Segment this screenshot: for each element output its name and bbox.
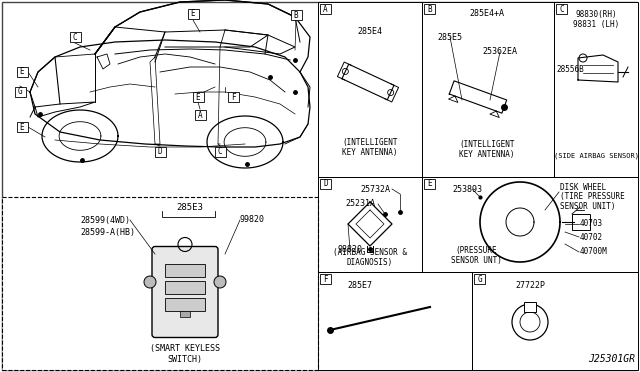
Circle shape xyxy=(214,276,226,288)
Bar xyxy=(165,298,205,311)
Text: C: C xyxy=(559,4,564,13)
Bar xyxy=(318,272,472,370)
Bar xyxy=(524,302,536,312)
Bar xyxy=(154,147,166,157)
Text: 25231A: 25231A xyxy=(345,199,375,208)
Text: 98820: 98820 xyxy=(338,246,363,254)
Text: 285E4: 285E4 xyxy=(358,28,383,36)
Bar xyxy=(165,281,205,294)
Text: C: C xyxy=(73,32,77,42)
Bar xyxy=(15,87,26,97)
Text: 28599-A(HB): 28599-A(HB) xyxy=(80,228,135,237)
Bar xyxy=(424,179,435,189)
Bar xyxy=(572,214,590,230)
Text: (PRESSURE
SENSOR UNT): (PRESSURE SENSOR UNT) xyxy=(451,246,501,265)
Text: 40703: 40703 xyxy=(580,219,603,228)
Text: 285E3: 285E3 xyxy=(177,203,204,212)
Text: G: G xyxy=(477,275,482,283)
Bar xyxy=(195,110,205,120)
Bar xyxy=(424,4,435,14)
Bar xyxy=(554,2,638,177)
Text: A: A xyxy=(198,110,202,119)
Text: A: A xyxy=(323,4,328,13)
Text: 40702: 40702 xyxy=(580,232,603,241)
Text: B: B xyxy=(294,10,298,19)
Text: E: E xyxy=(20,122,24,131)
Text: (AIRBAG SENSOR &
DIAGNOSIS): (AIRBAG SENSOR & DIAGNOSIS) xyxy=(333,248,407,267)
Text: E: E xyxy=(191,10,195,19)
Text: G: G xyxy=(18,87,22,96)
Text: 98830(RH): 98830(RH) xyxy=(575,10,617,19)
Text: 285E4+A: 285E4+A xyxy=(470,10,504,19)
Bar xyxy=(17,122,28,132)
Bar xyxy=(474,274,485,284)
Text: SENSOR UNIT): SENSOR UNIT) xyxy=(560,202,616,212)
Text: (SMART KEYLESS
SWITCH): (SMART KEYLESS SWITCH) xyxy=(150,344,220,364)
Bar xyxy=(193,92,204,102)
Text: (TIRE PRESSURE: (TIRE PRESSURE xyxy=(560,192,625,202)
Text: J25301GR: J25301GR xyxy=(588,354,635,364)
Text: 285E7: 285E7 xyxy=(348,282,372,291)
Text: D: D xyxy=(157,148,163,157)
Text: (INTELLIGENT
KEY ANTENNA): (INTELLIGENT KEY ANTENNA) xyxy=(460,140,515,159)
Bar xyxy=(70,32,81,42)
Text: DISK WHEEL: DISK WHEEL xyxy=(560,183,606,192)
Bar xyxy=(188,9,198,19)
Text: C: C xyxy=(218,148,222,157)
Text: D: D xyxy=(323,180,328,189)
Text: 25732A: 25732A xyxy=(360,185,390,193)
Text: 253893: 253893 xyxy=(452,185,482,193)
Text: 40700M: 40700M xyxy=(580,247,608,257)
FancyBboxPatch shape xyxy=(152,247,218,337)
Bar xyxy=(472,272,638,370)
Text: 28599(4WD): 28599(4WD) xyxy=(80,215,130,224)
Bar xyxy=(227,92,239,102)
Text: 27722P: 27722P xyxy=(515,282,545,291)
Text: (INTELLIGENT
KEY ANTENNA): (INTELLIGENT KEY ANTENNA) xyxy=(342,138,397,157)
Text: 285E5: 285E5 xyxy=(438,32,463,42)
Circle shape xyxy=(144,276,156,288)
Text: (SIDE AIRBAG SENSOR): (SIDE AIRBAG SENSOR) xyxy=(554,153,639,159)
Text: E: E xyxy=(20,67,24,77)
Bar xyxy=(318,177,422,272)
Bar xyxy=(320,179,331,189)
Text: F: F xyxy=(230,93,236,102)
Bar xyxy=(318,2,422,177)
Bar xyxy=(165,264,205,277)
Bar xyxy=(214,147,225,157)
Text: 99820: 99820 xyxy=(240,215,265,224)
Bar xyxy=(17,67,28,77)
Text: F: F xyxy=(323,275,328,283)
Bar xyxy=(320,274,331,284)
Bar xyxy=(556,4,567,14)
Text: 98831 (LH): 98831 (LH) xyxy=(573,19,619,29)
Bar xyxy=(291,10,301,20)
Bar xyxy=(180,307,190,317)
Bar xyxy=(422,2,554,177)
Text: B: B xyxy=(427,4,432,13)
Bar xyxy=(422,177,638,272)
Text: E: E xyxy=(427,180,432,189)
Text: 28556B: 28556B xyxy=(556,65,584,74)
Bar xyxy=(320,4,331,14)
Bar xyxy=(2,197,318,370)
Text: E: E xyxy=(196,93,200,102)
Text: 25362EA: 25362EA xyxy=(483,48,518,57)
